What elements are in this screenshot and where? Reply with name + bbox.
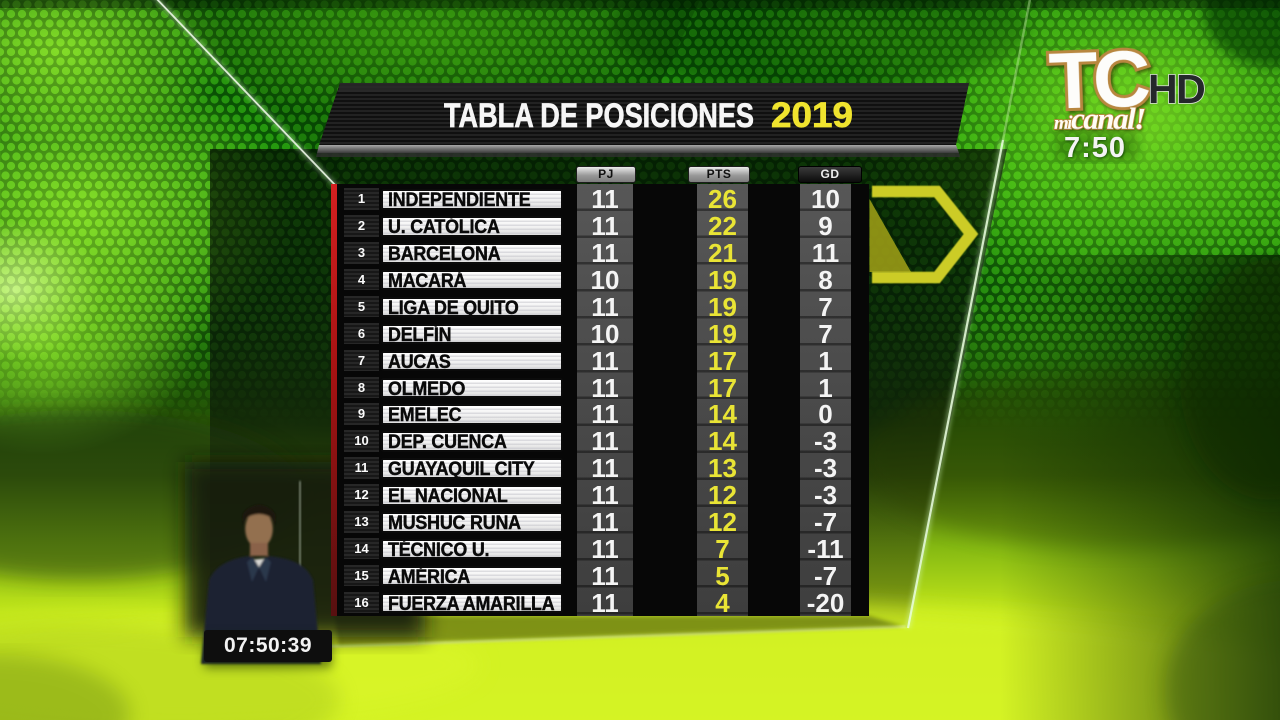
svg-text:7:50: 7:50 <box>1064 132 1126 164</box>
svg-text:2019: 2019 <box>771 96 853 135</box>
svg-text:TC: TC <box>1047 33 1150 125</box>
svg-text:TABLA DE POSICIONES: TABLA DE POSICIONES <box>444 97 754 135</box>
svg-text:HD: HD <box>1148 66 1204 112</box>
